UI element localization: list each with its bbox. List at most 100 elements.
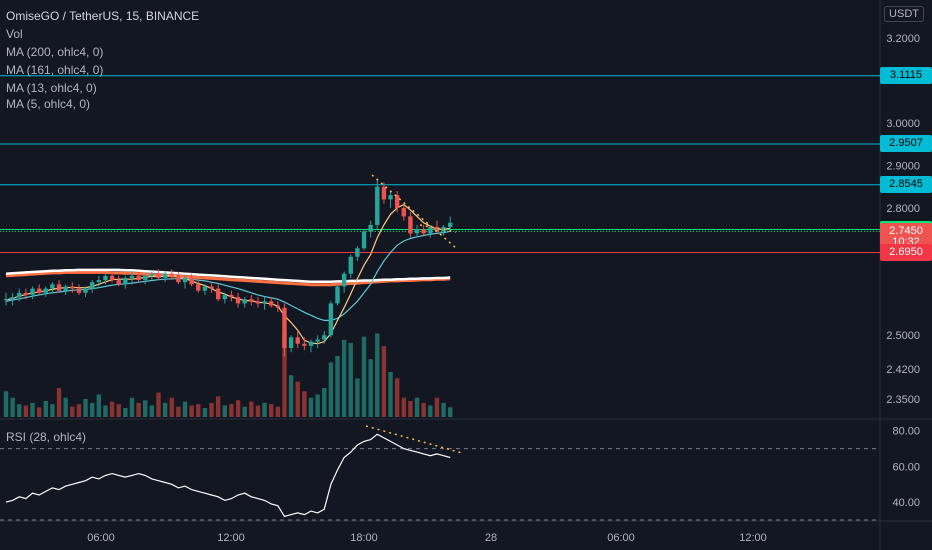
volume-bar	[43, 400, 48, 417]
time-tick-label: 12:00	[739, 532, 767, 544]
candle-body	[428, 227, 433, 234]
volume-bar	[341, 339, 347, 417]
legend-ma161[interactable]: MA (161, ohlc4, 0)	[6, 63, 104, 77]
volume-bar	[255, 405, 261, 417]
time-tick-label: 06:00	[607, 532, 635, 544]
candle-body	[328, 303, 334, 336]
candle-body	[123, 277, 128, 285]
trendline-lower	[419, 224, 457, 233]
volume-bar	[89, 402, 95, 417]
candle-body	[23, 292, 29, 295]
volume-bar	[401, 397, 406, 417]
candle-body	[136, 275, 141, 281]
volume-bar	[36, 407, 42, 417]
price-tag: 2.6950	[880, 243, 932, 261]
volume-bar	[242, 406, 247, 417]
ma200-line	[5, 268, 451, 284]
volume-bar	[408, 400, 413, 417]
volume-bar	[282, 333, 287, 417]
volume-bar	[196, 404, 201, 417]
volume-bar	[328, 362, 334, 417]
legend-ma5[interactable]: MA (5, ohlc4, 0)	[6, 97, 91, 111]
volume-bar	[381, 346, 387, 417]
volume-bar	[156, 392, 161, 417]
candle-body	[322, 335, 327, 340]
candle-body	[17, 292, 22, 298]
rsi-line	[5, 433, 451, 518]
candle-body	[43, 288, 48, 293]
legend-ma200[interactable]: MA (200, ohlc4, 0)	[6, 45, 104, 59]
volume-bar	[202, 408, 208, 417]
candle-body	[96, 280, 102, 283]
candle-body	[83, 288, 88, 293]
volume-bar	[348, 343, 353, 417]
candle-body	[209, 286, 214, 289]
volume-bar	[322, 388, 327, 417]
candle-body	[149, 273, 155, 276]
candle-body	[235, 297, 241, 304]
volume-bar	[315, 394, 320, 417]
candle-body	[348, 256, 353, 274]
volume-bar	[269, 404, 274, 417]
volume-bar	[368, 359, 373, 417]
volume-bar	[235, 400, 241, 417]
rsi-legend[interactable]: RSI (28, ohlc4)	[6, 430, 87, 444]
candle-body	[189, 277, 194, 285]
time-tick-label: 28	[485, 532, 497, 544]
volume-bar	[136, 402, 141, 417]
candle-body	[282, 307, 287, 348]
volume-bar	[3, 391, 9, 417]
candle-body	[156, 273, 161, 278]
volume-bar	[414, 397, 420, 417]
candle-body	[375, 186, 380, 225]
candle-body	[302, 343, 307, 346]
volume-bar	[23, 405, 29, 417]
volume-bar	[229, 404, 234, 417]
volume-bar	[375, 333, 380, 417]
candle-body	[262, 301, 267, 304]
volume-bar	[30, 402, 35, 417]
candle-body	[176, 275, 181, 283]
price-tick-label: 3.2000	[886, 33, 920, 45]
candle-body	[202, 286, 208, 291]
candle-body	[70, 286, 75, 289]
candle-body	[441, 227, 446, 232]
volume-bar	[295, 381, 300, 417]
volume-bar	[56, 388, 62, 417]
legend-ma13[interactable]: MA (13, ohlc4, 0)	[6, 81, 97, 95]
currency-button[interactable]: USDT	[884, 6, 924, 22]
candle-body	[308, 341, 314, 346]
price-tick-label: 2.9000	[886, 161, 920, 173]
candle-body	[355, 248, 360, 257]
volume-bar	[355, 378, 360, 417]
volume-bar	[10, 397, 15, 417]
volume-bar	[96, 394, 102, 417]
ma161-line	[5, 270, 451, 287]
volume-bar	[176, 406, 181, 417]
price-tick-label: 2.3500	[886, 394, 920, 406]
candle-body	[162, 273, 168, 278]
candle-body	[269, 301, 274, 306]
candle-body	[275, 305, 281, 308]
volume-bar	[275, 406, 281, 417]
ma5-line	[5, 203, 451, 345]
candle-body	[242, 299, 247, 304]
candle-body	[368, 224, 373, 232]
candle-body	[421, 229, 426, 234]
rsi-tick-label: 80.00	[892, 426, 920, 438]
symbol-title[interactable]: OmiseGO / TetherUS, 15, BINANCE	[6, 9, 200, 23]
candle-body	[116, 280, 121, 285]
candle-body	[143, 275, 148, 281]
rsi-tick-label: 60.00	[892, 461, 920, 473]
time-tick-label: 18:00	[350, 532, 378, 544]
candle-body	[408, 216, 413, 234]
candle-body	[401, 207, 406, 217]
volume-bar	[50, 404, 55, 417]
volume-bar	[388, 372, 393, 417]
volume-bar	[335, 355, 340, 417]
volume-bar	[448, 407, 453, 417]
legend-vol[interactable]: Vol	[6, 27, 23, 41]
volume-bar	[182, 401, 188, 417]
trendline-upper	[371, 174, 457, 249]
